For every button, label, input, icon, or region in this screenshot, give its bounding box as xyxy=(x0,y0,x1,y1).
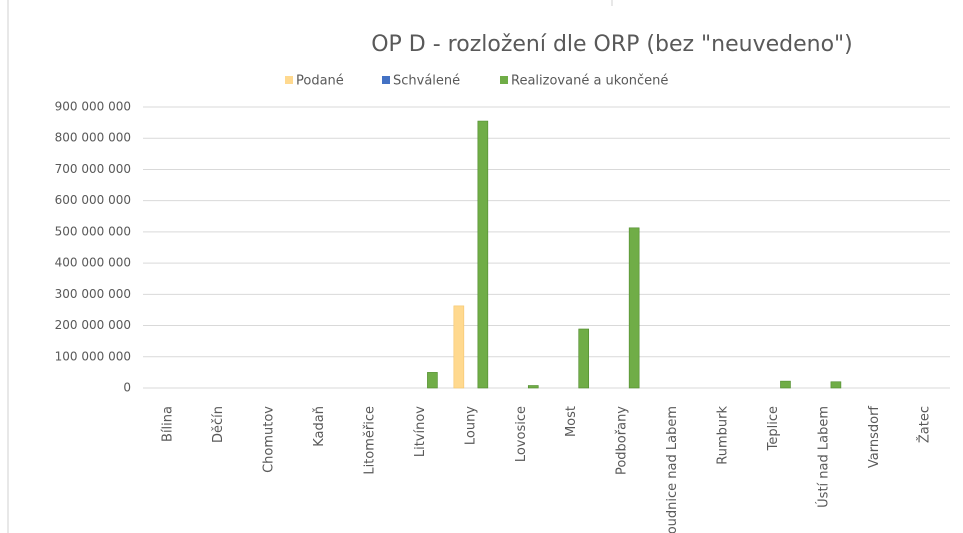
x-tick-label: Žatec xyxy=(916,406,932,443)
y-tick-label: 800 000 000 xyxy=(55,131,131,145)
bar xyxy=(628,227,640,389)
y-tick-label: 500 000 000 xyxy=(55,224,131,238)
y-tick-label: 100 000 000 xyxy=(55,349,131,363)
y-tick-label: 0 xyxy=(123,381,131,395)
bar xyxy=(830,381,842,389)
y-tick-label: 300 000 000 xyxy=(55,287,131,301)
y-tick-label: 200 000 000 xyxy=(55,318,131,332)
legend-label: Schválené xyxy=(393,74,460,89)
y-tick-label: 400 000 000 xyxy=(55,256,131,270)
x-tick-label: Most xyxy=(564,406,579,437)
legend-swatch xyxy=(500,76,508,84)
legend-label: Podané xyxy=(296,74,344,89)
x-tick-label: Bílina xyxy=(161,406,176,442)
x-tick-label: Litoměřice xyxy=(362,406,377,475)
x-tick-label: Ústí nad Labem xyxy=(815,406,831,508)
legend-swatch xyxy=(285,76,293,84)
x-tick-label: Roudnice nad Labem xyxy=(665,406,680,533)
bar xyxy=(780,380,791,389)
legend-label: Realizované a ukončené xyxy=(511,74,668,89)
x-tick-label: Teplice xyxy=(766,406,781,451)
x-tick-label: Lovosice xyxy=(514,406,529,462)
bar xyxy=(453,305,465,389)
x-tick-label: Rumburk xyxy=(716,406,731,465)
x-tick-label: Kadaň xyxy=(312,406,327,447)
bar xyxy=(527,385,539,389)
x-tick-label: Děčín xyxy=(211,406,226,443)
x-tick-label: Louny xyxy=(463,406,478,445)
legend-swatch xyxy=(382,76,390,84)
x-tick-label: Podbořany xyxy=(615,406,630,475)
bar xyxy=(477,120,489,389)
y-tick-label: 600 000 000 xyxy=(55,193,131,207)
bar xyxy=(427,372,438,389)
y-tick-label: 700 000 000 xyxy=(55,162,131,176)
bar xyxy=(578,328,590,389)
x-tick-label: Chomutov xyxy=(262,406,277,473)
x-tick-label: Varnsdorf xyxy=(867,406,882,469)
y-tick-label: 900 000 000 xyxy=(55,100,131,114)
chart-title: OP D - rozložení dle ORP (bez "neuvedeno… xyxy=(371,32,853,57)
x-tick-label: Litvínov xyxy=(413,406,428,457)
